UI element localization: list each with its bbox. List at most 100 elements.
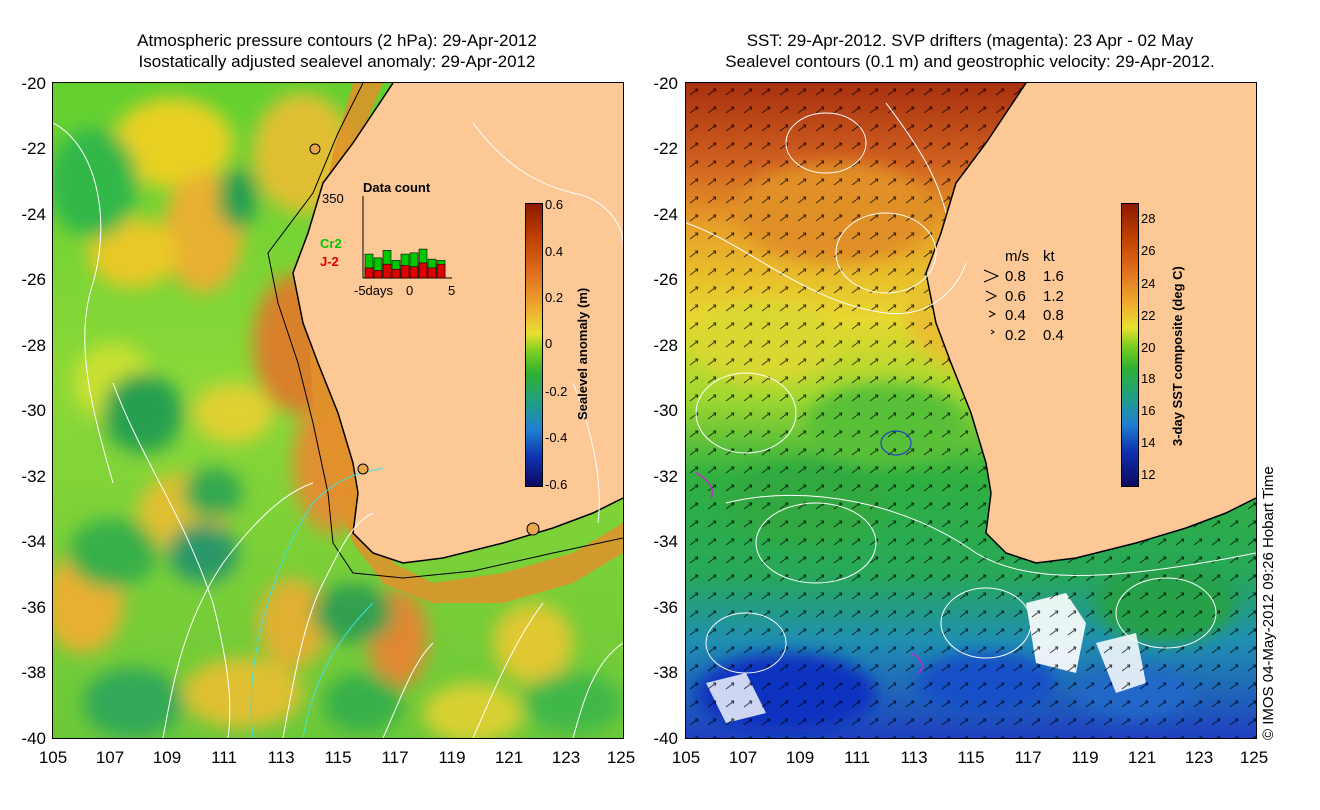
- right-ytick: -26: [653, 270, 678, 289]
- right-ytick: -20: [653, 74, 678, 93]
- sst-colorbar-label: 3-day SST composite (deg C): [1170, 266, 1185, 446]
- right-xtick: 121: [1127, 748, 1157, 767]
- cbar-tick: 0.2: [545, 290, 564, 305]
- copyright-text: © IMOS 04-May-2012 09:26 Hobart Time: [1260, 466, 1277, 740]
- j2-bar: [409, 266, 419, 279]
- legend-row-kt: 1.6: [1043, 268, 1064, 285]
- sst-map: [686, 83, 1256, 738]
- left-xtick: 113: [267, 748, 295, 767]
- right-ytick: -22: [653, 139, 678, 158]
- left-ytick: -38: [21, 663, 46, 682]
- legend-row-ms: 0.6: [1005, 288, 1026, 305]
- j2-bar: [391, 268, 401, 279]
- right-map: [685, 82, 1257, 739]
- legend-header-ms: m/s: [1005, 248, 1030, 265]
- right-ytick: -32: [653, 467, 678, 486]
- right-title-line1: SST: 29-Apr-2012. SVP drifters (magenta)…: [746, 31, 1194, 50]
- legend-row-ms: 0.2: [1005, 327, 1026, 344]
- legend-row-ms: 0.8: [1005, 268, 1026, 285]
- legend-cr2: Cr2: [320, 236, 342, 251]
- left-xtick: 109: [152, 748, 182, 767]
- legend-row-ms: 0.4: [1005, 307, 1026, 324]
- right-ytick: -38: [653, 663, 678, 682]
- inset-xlabel-mid: 0: [406, 283, 414, 298]
- right-xtick: 111: [844, 748, 870, 767]
- sst-cbar-tick: 26: [1141, 243, 1156, 258]
- right-xtick: 113: [900, 748, 928, 767]
- right-xtick: 123: [1184, 748, 1214, 767]
- left-xtick: 125: [606, 748, 636, 767]
- left-xtick: 111: [211, 748, 237, 767]
- inset-xlabel-right: 5: [448, 283, 456, 298]
- right-ytick: -40: [653, 729, 678, 748]
- j2-bar: [427, 267, 437, 279]
- left-xtick: 119: [438, 748, 466, 767]
- left-ytick: -40: [21, 729, 46, 748]
- cbar-tick: -0.4: [545, 430, 568, 445]
- left-xtick: 123: [551, 748, 581, 767]
- legend-row-kt: 0.4: [1043, 327, 1064, 344]
- left-xtick: 115: [324, 748, 352, 767]
- left-ytick: -22: [21, 139, 46, 158]
- left-ytick: -36: [21, 598, 46, 617]
- left-title-line2: Isostatically adjusted sealevel anomaly:…: [138, 52, 536, 71]
- j2-bar: [382, 263, 392, 279]
- sst-cbar-tick: 24: [1141, 276, 1156, 291]
- velocity-arrow-icons: [983, 269, 1000, 335]
- sst-cbar-tick: 20: [1141, 340, 1156, 355]
- cbar-tick: 0.4: [545, 244, 564, 259]
- right-xtick: 119: [1071, 748, 1099, 767]
- j2-bar: [436, 263, 446, 279]
- right-xtick: 105: [671, 748, 701, 767]
- right-ytick: -34: [653, 532, 678, 551]
- legend-row-kt: 0.8: [1043, 307, 1064, 324]
- sealevel-colorbar: [525, 203, 543, 487]
- left-ytick: -34: [21, 532, 46, 551]
- sealevel-colorbar-label: Sealevel anomaly (m): [575, 287, 590, 420]
- left-ytick: -32: [21, 467, 46, 486]
- legend-j2: J-2: [320, 254, 339, 269]
- cbar-tick: 0.6: [545, 197, 564, 212]
- right-ytick: -28: [653, 336, 678, 355]
- left-ytick: -30: [21, 401, 46, 420]
- j2-bar: [373, 270, 383, 279]
- inset-xlabel-left: -5days: [354, 283, 394, 298]
- cbar-tick: 0: [545, 336, 553, 351]
- left-ytick: -28: [21, 336, 46, 355]
- right-xtick: 117: [1014, 748, 1042, 767]
- cbar-tick: -0.2: [545, 384, 568, 399]
- right-ytick: -36: [653, 598, 678, 617]
- legend-header-kt: kt: [1043, 248, 1055, 265]
- right-xtick: 109: [785, 748, 815, 767]
- right-ytick: -24: [653, 205, 678, 224]
- left-xtick: 105: [38, 748, 68, 767]
- sst-cbar-tick: 18: [1141, 371, 1156, 386]
- right-ytick: -30: [653, 401, 678, 420]
- left-ytick: -20: [21, 74, 46, 93]
- sst-cbar-tick: 28: [1141, 211, 1156, 226]
- j2-bar: [418, 262, 428, 279]
- sst-cbar-tick: 12: [1141, 467, 1156, 482]
- sst-cbar-tick: 14: [1141, 435, 1156, 450]
- left-ytick: -24: [21, 205, 46, 224]
- sst-cbar-tick: 22: [1141, 308, 1156, 323]
- left-xtick: 121: [494, 748, 524, 767]
- sst-colorbar: [1121, 203, 1139, 487]
- j2-bar: [400, 265, 410, 279]
- right-xtick: 107: [728, 748, 758, 767]
- left-xtick: 107: [95, 748, 125, 767]
- inset-title: Data count: [363, 180, 431, 195]
- right-xtick: 115: [957, 748, 985, 767]
- right-title-line2: Sealevel contours (0.1 m) and geostrophi…: [725, 52, 1215, 71]
- legend-row-kt: 1.2: [1043, 288, 1064, 305]
- j2-bar: [364, 267, 374, 279]
- left-ytick: -26: [21, 270, 46, 289]
- left-xtick: 117: [381, 748, 409, 767]
- inset-ymax: 350: [322, 191, 344, 206]
- australia-land-right: [926, 83, 1256, 563]
- left-title-line1: Atmospheric pressure contours (2 hPa): 2…: [137, 31, 537, 50]
- sst-cbar-tick: 16: [1141, 403, 1156, 418]
- right-xtick: 125: [1239, 748, 1269, 767]
- inset-chart: [362, 196, 452, 279]
- cbar-tick: -0.6: [545, 477, 568, 492]
